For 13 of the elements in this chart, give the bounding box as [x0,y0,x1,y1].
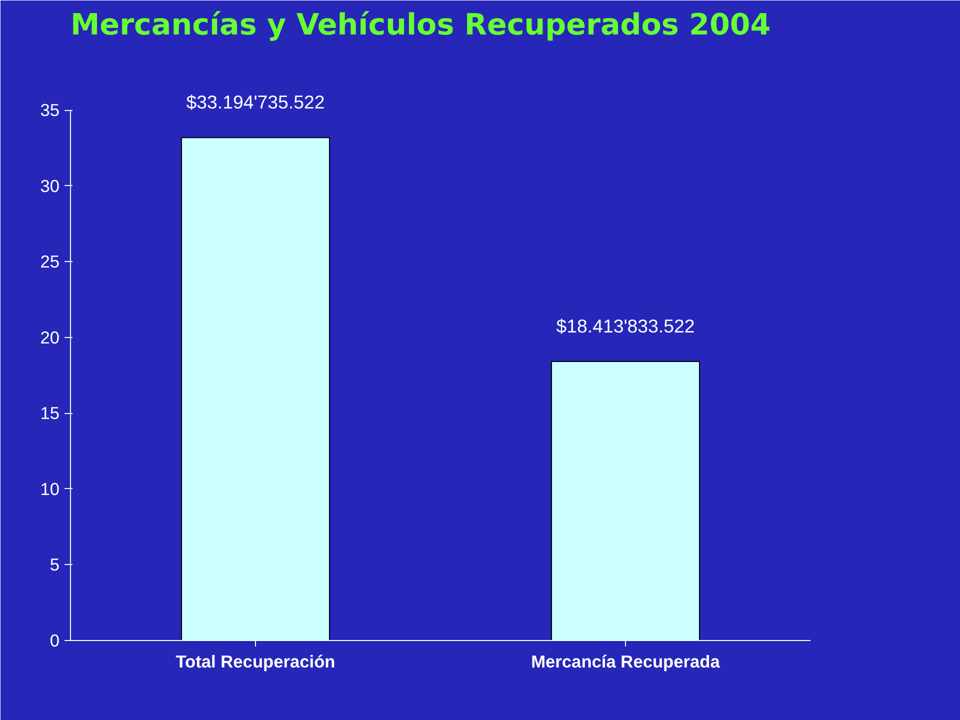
y-tick-label: 35 [40,100,60,120]
y-tick-label: 15 [40,403,60,424]
chart-title: Mercancías y Vehículos Recuperados 2004 [70,8,771,42]
y-tick-label: 25 [40,252,60,272]
y-tick-label: 20 [40,327,60,348]
data-label: $18.413'833.522 [556,316,695,337]
y-tick-label: 5 [50,554,60,575]
y-tick-label: 30 [40,176,60,196]
x-tick-label: Total Recuperación [176,652,336,672]
x-tick-label: Mercancía Recuperada [531,652,720,672]
y-tick-label: 10 [40,478,60,499]
data-label: $33.194'735.522 [186,92,325,113]
y-tick-label: 0 [50,630,60,650]
